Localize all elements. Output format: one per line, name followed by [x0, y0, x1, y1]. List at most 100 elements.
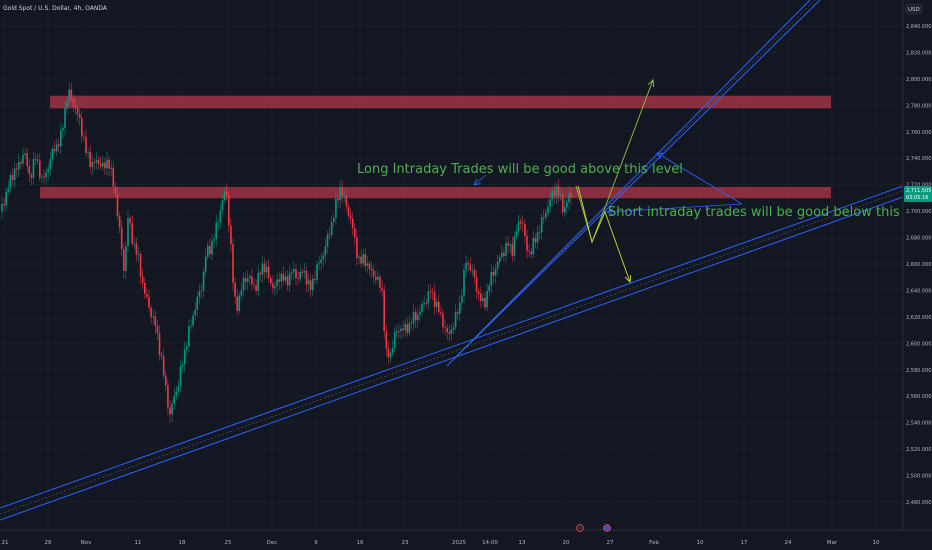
candle-body: [295, 269, 297, 279]
candle-body: [404, 324, 406, 330]
candle-body: [324, 246, 327, 256]
candle-body: [123, 249, 125, 271]
candle-body: [431, 291, 434, 293]
price-axis[interactable]: [903, 0, 932, 550]
candle-body: [114, 186, 117, 194]
candle-body: [7, 188, 10, 192]
candle-body: [347, 206, 350, 216]
price-tick-label: 2,740.000: [906, 156, 931, 162]
price-tick-label: 2,800.000: [906, 77, 931, 83]
candle-body: [440, 312, 442, 314]
candle-body: [274, 286, 276, 289]
candle-body: [299, 271, 301, 279]
time-tick-label: 17: [741, 540, 748, 546]
candle-body: [456, 312, 459, 314]
time-tick-label: 28: [45, 540, 52, 546]
candle-body: [171, 403, 173, 415]
candle-body: [3, 203, 5, 206]
candle-body: [15, 168, 18, 170]
trend-lines: [0, 0, 904, 521]
candle-body: [158, 332, 161, 355]
economic-event-icon[interactable]: [576, 524, 584, 532]
candle-body: [444, 327, 446, 328]
candle-body: [507, 243, 509, 246]
candle-body: [513, 236, 516, 256]
candle-body: [288, 273, 291, 286]
candle-body: [215, 222, 217, 239]
candle-body: [538, 232, 541, 234]
candle-body: [492, 271, 495, 276]
candle-body: [265, 266, 268, 273]
candle-body: [391, 348, 394, 353]
time-tick-label: 14:00: [482, 540, 498, 546]
candle-body: [427, 291, 430, 304]
candle-body: [276, 279, 278, 287]
candle-body: [131, 223, 133, 244]
candle-body: [534, 238, 537, 243]
currency-button[interactable]: [905, 3, 923, 15]
candle-body: [242, 278, 245, 291]
candle-body: [70, 89, 73, 99]
time-tick-label: 2025: [452, 540, 466, 546]
time-axis[interactable]: [0, 530, 903, 550]
candle-body: [97, 160, 100, 165]
candle-body: [316, 264, 318, 280]
candle-body: [564, 207, 566, 213]
candle-body: [412, 312, 415, 324]
time-tick-label: 25: [225, 540, 232, 546]
economic-event-icons[interactable]: [576, 524, 611, 532]
price-tick-label: 2,700.000: [906, 209, 931, 215]
long-annotation-label: Long Intraday Trades will be good above …: [357, 162, 683, 177]
candle-body: [477, 291, 480, 294]
candle-body: [511, 244, 514, 256]
candle-body: [221, 199, 224, 211]
candle-body: [175, 391, 178, 396]
long-term-trendline-upper: [0, 185, 904, 509]
resistance-zones: [40, 95, 831, 199]
candle-body: [366, 263, 369, 266]
candle-body: [148, 296, 150, 308]
price-tick-label: 2,660.000: [906, 262, 931, 268]
candle-body: [55, 144, 58, 152]
time-tick-label: Nov: [81, 540, 92, 546]
current-price-badge: [904, 186, 932, 202]
candle-body: [26, 153, 28, 166]
candle-body: [282, 273, 285, 281]
candle-body: [410, 322, 413, 324]
candle-body: [393, 332, 396, 349]
candle-body: [1, 203, 3, 212]
news-event-icon[interactable]: [603, 524, 611, 532]
time-tick-label: Mar: [827, 540, 838, 546]
candle-body: [68, 89, 70, 102]
candle-body: [557, 186, 560, 196]
candle-body: [545, 213, 547, 218]
candle-body: [217, 222, 220, 224]
time-tick-label: 9: [314, 540, 318, 546]
candle-body: [177, 386, 180, 392]
candle-body: [194, 309, 196, 316]
candle-body: [555, 186, 558, 196]
candle-body: [406, 324, 409, 333]
currency-button-label[interactable]: USD: [908, 7, 920, 13]
short-label-pointer-2: [606, 203, 743, 213]
candle-body: [125, 246, 127, 271]
candle-body: [18, 161, 20, 170]
candle-body: [85, 137, 87, 153]
candle-body: [335, 198, 337, 218]
candle-body: [339, 186, 341, 201]
candle-body: [383, 290, 385, 331]
candle-body: [255, 285, 257, 291]
candle-body: [154, 316, 157, 326]
candle-body: [41, 176, 43, 178]
candle-body: [517, 221, 520, 231]
candle-body: [322, 255, 325, 260]
candle-body: [78, 114, 81, 118]
time-tick-label: 10: [697, 540, 704, 546]
time-tick-label: 21: [2, 540, 9, 546]
time-tick-label: Dec: [267, 540, 278, 546]
candle-body: [200, 290, 203, 292]
candle-body: [209, 245, 211, 255]
time-tick-label: 20: [563, 540, 570, 546]
candle-body: [11, 175, 14, 180]
